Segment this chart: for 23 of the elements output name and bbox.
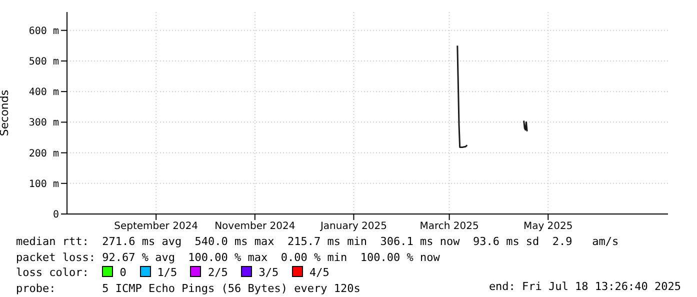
y-tick-label: 400 m: [28, 87, 59, 98]
legend-label: 2/5: [206, 266, 229, 279]
text: median rtt: 271.6 ms avg 540.0 ms max 215.7 ms min 306.1 ms now 93.6 ms sd 2.9 am/s: [16, 234, 619, 250]
y-axis-title: Seconds: [0, 90, 11, 136]
y-tick-label: 200 m: [28, 148, 59, 160]
y-tick-label: 100 m: [28, 178, 59, 190]
x-tick-label: November 2024: [214, 221, 296, 232]
x-tick-label: March 2025: [420, 221, 479, 232]
y-tick-label: 300 m: [28, 118, 59, 129]
text: end: Fri Jul 18 13:26:40 2025: [488, 280, 681, 293]
legend-title: loss color:: [16, 266, 90, 279]
x-tick-label: May 2025: [523, 221, 573, 232]
legend-label: 0: [118, 266, 128, 279]
legend-label: 4/5: [308, 266, 330, 279]
text: packet loss: 92.67 % avg 100.00 % max 0.00 % min 100.00 % now: [16, 250, 441, 265]
x-tick-label: January 2025: [319, 221, 388, 232]
y-tick-label: 0: [52, 210, 59, 221]
y-tick-label: 600 m: [28, 26, 59, 37]
text: probe: 5 ICMP Echo Pings (56 Bytes) every 120s: [16, 282, 360, 294]
x-tick-label: September 2024: [114, 221, 198, 232]
legend-label: 1/5: [156, 266, 178, 279]
y-tick-label: 500 m: [28, 56, 59, 68]
legend-label: 3/5: [258, 266, 280, 279]
